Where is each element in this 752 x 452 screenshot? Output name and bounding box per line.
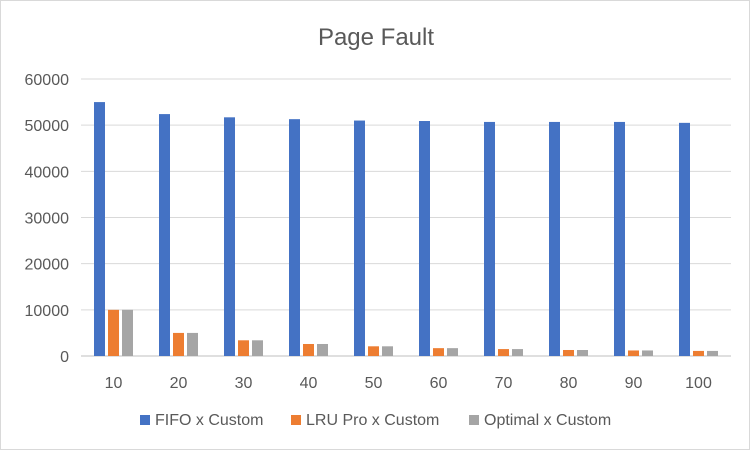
legend-label: LRU Pro x Custom xyxy=(306,412,439,429)
bar-optimal-x-custom-40 xyxy=(317,343,328,356)
bar-fifo-x-custom-90 xyxy=(614,121,625,356)
y-tick-label: 20000 xyxy=(25,257,70,274)
bar-fifo-x-custom-30 xyxy=(224,117,235,357)
y-tick-label: 10000 xyxy=(25,303,70,320)
bar-fifo-x-custom-60 xyxy=(419,121,430,357)
x-tick-label: 100 xyxy=(685,375,712,392)
bar-fifo-x-custom-80 xyxy=(549,121,560,356)
y-tick-label: 50000 xyxy=(25,118,70,135)
bar-fifo-x-custom-10 xyxy=(94,102,105,356)
bar-lru-pro-x-custom-60 xyxy=(433,348,444,356)
y-tick-label: 0 xyxy=(60,349,69,366)
bars-layer xyxy=(94,102,718,357)
bar-fifo-x-custom-70 xyxy=(484,121,495,356)
bar-fifo-x-custom-50 xyxy=(354,120,365,356)
bar-lru-pro-x-custom-50 xyxy=(368,346,379,356)
bar-lru-pro-x-custom-30 xyxy=(238,340,249,356)
x-tick-label: 30 xyxy=(235,375,253,392)
bar-optimal-x-custom-20 xyxy=(187,332,198,356)
chart-title: Page Fault xyxy=(318,24,434,51)
legend-marker-fifo-x-custom xyxy=(140,415,150,425)
bar-lru-pro-x-custom-10 xyxy=(108,309,119,356)
x-tick-label: 90 xyxy=(625,375,643,392)
x-tick-label: 20 xyxy=(170,375,188,392)
y-axis-layer: 0 10000 20000 30000 40000 50000 60000 xyxy=(25,72,70,366)
bar-optimal-x-custom-50 xyxy=(382,346,393,356)
x-tick-label: 70 xyxy=(495,375,513,392)
grid-layer xyxy=(81,78,731,357)
bar-optimal-x-custom-30 xyxy=(252,340,263,356)
bar-fifo-x-custom-40 xyxy=(289,119,300,356)
y-tick-label: 60000 xyxy=(25,72,70,89)
x-tick-label: 80 xyxy=(560,375,578,392)
x-tick-label: 60 xyxy=(430,375,448,392)
bar-fifo-x-custom-100 xyxy=(679,122,690,356)
bar-lru-pro-x-custom-100 xyxy=(693,350,704,356)
bar-optimal-x-custom-80 xyxy=(577,349,588,356)
bar-optimal-x-custom-100 xyxy=(707,350,718,356)
x-tick-label: 10 xyxy=(105,375,123,392)
bar-lru-pro-x-custom-90 xyxy=(628,350,639,356)
bar-lru-pro-x-custom-20 xyxy=(173,332,184,356)
bar-optimal-x-custom-90 xyxy=(642,350,653,356)
legend: FIFO x Custom LRU Pro x Custom Optimal x C… xyxy=(140,412,611,429)
bar-lru-pro-x-custom-80 xyxy=(563,349,574,356)
bar-lru-pro-x-custom-40 xyxy=(303,343,314,356)
bar-optimal-x-custom-10 xyxy=(122,309,133,356)
legend-label: Optimal x Custom xyxy=(484,412,611,429)
bar-lru-pro-x-custom-70 xyxy=(498,349,509,356)
x-tick-label: 40 xyxy=(300,375,318,392)
bar-optimal-x-custom-60 xyxy=(447,348,458,356)
bar-fifo-x-custom-20 xyxy=(159,114,170,356)
legend-marker-optimal-x-custom xyxy=(469,415,479,425)
legend-marker-lru-pro-x-custom xyxy=(291,415,301,425)
x-axis-layer: 10 20 30 40 50 60 70 80 90 100 xyxy=(105,375,712,392)
legend-label: FIFO x Custom xyxy=(155,412,263,429)
x-tick-label: 50 xyxy=(365,375,383,392)
y-tick-label: 30000 xyxy=(25,211,70,228)
bar-optimal-x-custom-70 xyxy=(512,349,523,356)
y-tick-label: 40000 xyxy=(25,164,70,181)
